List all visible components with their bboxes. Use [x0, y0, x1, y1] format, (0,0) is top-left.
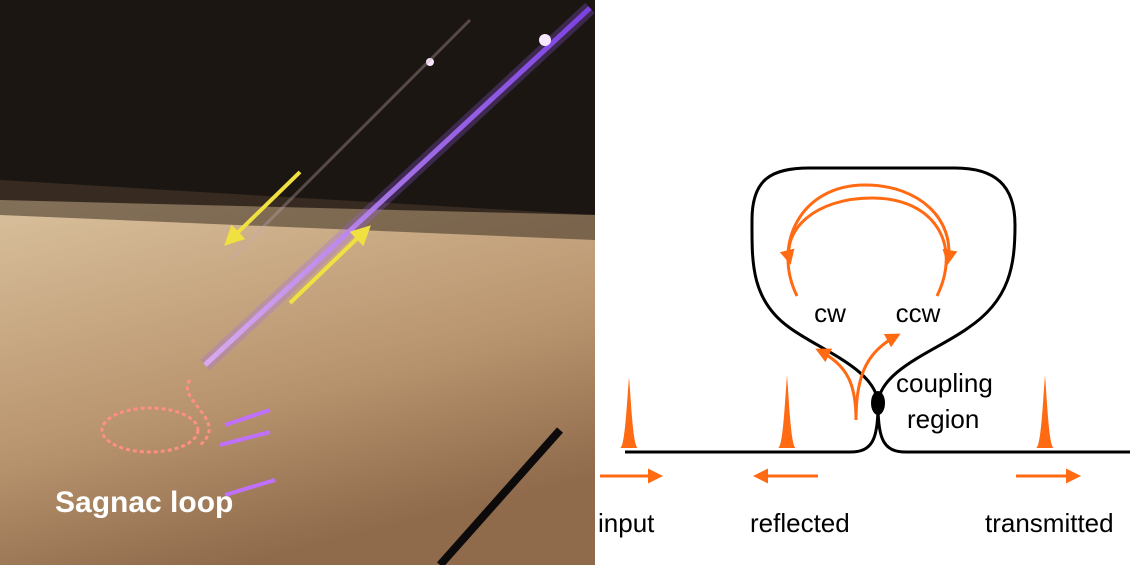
coupling-label: coupling: [896, 368, 993, 398]
port-label: input: [598, 508, 655, 538]
split-arrow: [818, 350, 856, 420]
coupler: [871, 391, 885, 415]
photo: Sagnac loop: [0, 0, 595, 565]
ccw-arrow: [789, 198, 946, 296]
port-label: transmitted: [985, 508, 1114, 538]
pulse: [778, 375, 796, 448]
port-label: reflected: [750, 508, 850, 538]
photo-label: Sagnac loop: [55, 486, 233, 519]
ccw-label: ccw: [896, 298, 941, 328]
coupling-label: region: [907, 404, 979, 434]
cw-arrow: [788, 185, 949, 296]
pulse: [620, 377, 638, 448]
cw-label: cw: [814, 298, 846, 328]
diagram: cw ccw coupling region input reflected t…: [598, 168, 1130, 538]
page: Sagnac loop cw ccw coupling region input…: [0, 0, 1142, 565]
pulse: [1036, 375, 1054, 448]
